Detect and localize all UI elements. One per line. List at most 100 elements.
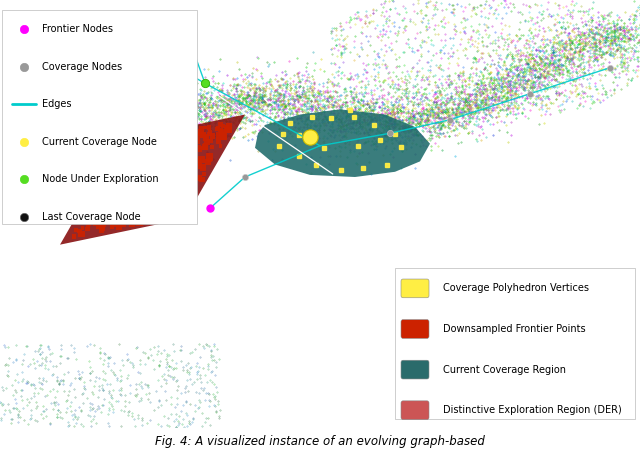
- Bar: [182, 171, 185, 174]
- Bar: [142, 193, 146, 197]
- Bar: [225, 125, 229, 129]
- FancyBboxPatch shape: [401, 360, 429, 379]
- Bar: [119, 170, 125, 176]
- Bar: [207, 158, 212, 162]
- Bar: [126, 187, 132, 193]
- Bar: [168, 182, 171, 185]
- Bar: [111, 163, 117, 170]
- Bar: [81, 226, 84, 230]
- Bar: [204, 146, 207, 150]
- Bar: [112, 210, 116, 214]
- Bar: [207, 132, 212, 136]
- Bar: [85, 227, 90, 231]
- Bar: [101, 222, 106, 227]
- Bar: [207, 152, 211, 156]
- Bar: [99, 223, 104, 228]
- Bar: [184, 162, 188, 166]
- Bar: [147, 147, 152, 151]
- Bar: [142, 199, 148, 205]
- Bar: [153, 187, 156, 190]
- Bar: [86, 223, 90, 228]
- Bar: [161, 202, 166, 207]
- Text: Robot Postion: Robot Postion: [209, 89, 381, 187]
- Bar: [226, 123, 232, 129]
- Bar: [198, 145, 201, 149]
- Bar: [198, 132, 204, 138]
- Bar: [116, 153, 123, 160]
- Bar: [180, 156, 186, 162]
- Bar: [218, 122, 223, 127]
- Bar: [172, 206, 175, 210]
- Bar: [131, 157, 136, 163]
- Bar: [129, 143, 134, 148]
- Bar: [193, 134, 198, 140]
- Bar: [161, 200, 164, 204]
- Bar: [141, 206, 148, 212]
- Bar: [138, 160, 142, 165]
- Bar: [125, 157, 129, 161]
- Bar: [170, 205, 175, 211]
- Bar: [123, 209, 129, 215]
- Bar: [156, 168, 160, 173]
- Polygon shape: [60, 115, 245, 245]
- Bar: [173, 157, 179, 163]
- Bar: [226, 127, 232, 133]
- FancyBboxPatch shape: [401, 319, 429, 338]
- Bar: [138, 197, 145, 204]
- Bar: [140, 204, 144, 208]
- Bar: [106, 218, 113, 225]
- Bar: [159, 146, 162, 149]
- Bar: [147, 168, 154, 175]
- Bar: [216, 139, 221, 144]
- Bar: [125, 156, 131, 162]
- Bar: [199, 126, 204, 132]
- Bar: [180, 132, 184, 136]
- Bar: [100, 194, 108, 201]
- Polygon shape: [255, 109, 430, 177]
- Bar: [115, 157, 119, 162]
- Bar: [109, 186, 116, 193]
- Bar: [138, 168, 145, 174]
- Bar: [92, 199, 97, 205]
- Bar: [105, 207, 111, 213]
- Bar: [131, 169, 137, 175]
- Bar: [78, 230, 85, 237]
- Bar: [183, 145, 188, 149]
- Bar: [197, 175, 202, 180]
- Bar: [221, 124, 225, 128]
- Bar: [137, 144, 141, 149]
- Bar: [216, 132, 223, 140]
- Bar: [85, 208, 90, 213]
- Bar: [203, 143, 208, 149]
- Bar: [129, 198, 136, 205]
- Bar: [161, 197, 167, 203]
- Bar: [111, 204, 115, 209]
- Bar: [157, 156, 163, 162]
- Bar: [209, 130, 212, 134]
- Bar: [162, 142, 166, 146]
- Bar: [204, 126, 207, 129]
- Bar: [150, 215, 154, 219]
- Bar: [170, 205, 176, 212]
- Bar: [132, 183, 138, 190]
- Bar: [120, 178, 123, 182]
- Bar: [102, 180, 108, 186]
- Bar: [142, 140, 145, 144]
- Bar: [163, 186, 169, 192]
- Bar: [141, 185, 146, 190]
- Bar: [157, 149, 164, 156]
- Bar: [177, 164, 184, 171]
- Bar: [143, 183, 147, 187]
- Bar: [172, 181, 179, 188]
- Text: Distinctive Exploration Region (DER): Distinctive Exploration Region (DER): [443, 405, 621, 415]
- Text: Last Coverage Node: Last Coverage Node: [42, 212, 141, 222]
- Bar: [130, 163, 136, 169]
- Bar: [162, 168, 168, 174]
- Bar: [108, 202, 113, 207]
- Bar: [140, 163, 143, 167]
- Bar: [168, 159, 175, 166]
- Bar: [174, 198, 181, 205]
- Bar: [163, 166, 166, 169]
- Bar: [138, 174, 141, 178]
- Bar: [134, 169, 140, 175]
